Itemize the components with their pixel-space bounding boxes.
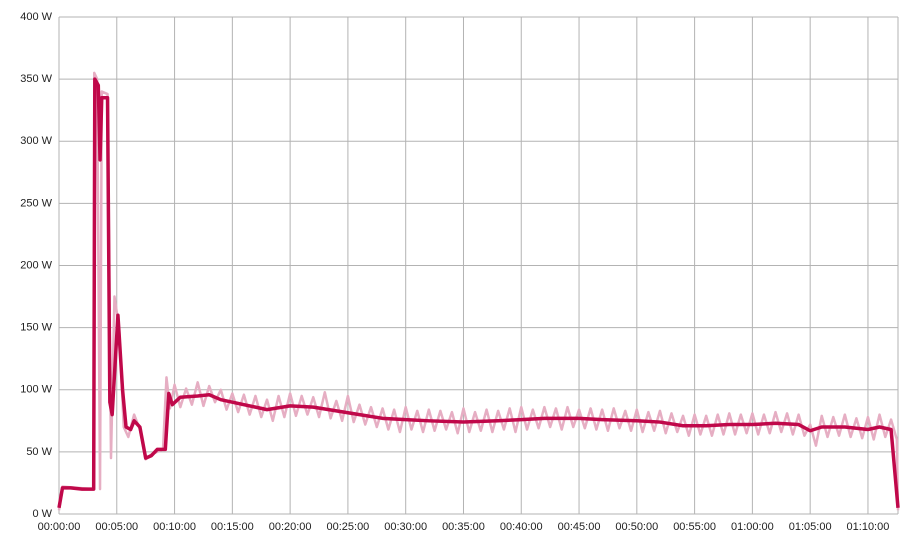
x-tick-label: 00:35:00: [442, 521, 485, 533]
x-tick-label: 00:05:00: [95, 521, 138, 533]
x-tick-label: 00:50:00: [615, 521, 658, 533]
x-tick-label: 01:10:00: [847, 521, 890, 533]
y-tick-label: 250 W: [20, 197, 52, 209]
y-tick-label: 300 W: [20, 135, 52, 147]
y-tick-label: 400 W: [20, 11, 52, 23]
y-tick-label: 200 W: [20, 259, 52, 271]
x-tick-label: 00:20:00: [269, 521, 312, 533]
y-tick-label: 0 W: [32, 508, 52, 520]
x-tick-label: 01:00:00: [731, 521, 774, 533]
x-tick-label: 00:45:00: [558, 521, 601, 533]
x-tick-label: 00:10:00: [153, 521, 196, 533]
data-line: [57, 77, 900, 509]
x-tick-label: 00:40:00: [500, 521, 543, 533]
data-line: [57, 71, 900, 511]
x-tick-label: 01:05:00: [789, 521, 832, 533]
y-tick-label: 50 W: [26, 446, 52, 458]
x-tick-label: 00:00:00: [38, 521, 81, 533]
x-tick-label: 00:25:00: [326, 521, 369, 533]
x-tick-label: 00:55:00: [673, 521, 716, 533]
x-tick-label: 00:15:00: [211, 521, 254, 533]
y-tick-label: 350 W: [20, 73, 52, 85]
y-tick-label: 150 W: [20, 322, 52, 334]
y-tick-label: 100 W: [20, 384, 52, 396]
x-tick-label: 00:30:00: [384, 521, 427, 533]
